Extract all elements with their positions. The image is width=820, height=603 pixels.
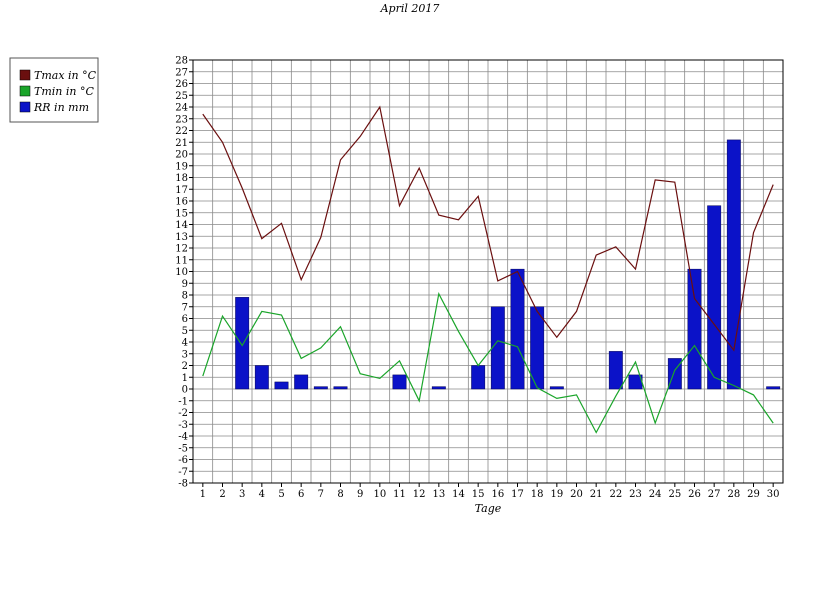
y-tick-label: 5 — [182, 326, 188, 337]
x-tick-label: 22 — [609, 489, 622, 500]
x-tick-label: 17 — [511, 489, 524, 500]
rr-bar — [294, 374, 309, 390]
y-tick-label: 14 — [175, 220, 188, 231]
x-tick-label: 23 — [629, 489, 642, 500]
x-tick-label: 30 — [767, 489, 780, 500]
y-tick-label: 25 — [175, 91, 188, 102]
x-tick-label: 26 — [688, 489, 701, 500]
rr-bar — [510, 268, 525, 390]
y-tick-label: 16 — [175, 197, 188, 208]
y-tick-label: -7 — [178, 467, 188, 478]
legend: Tmax in °C Tmin in °C RR in mm — [9, 57, 99, 123]
rr-bar — [530, 306, 545, 390]
x-tick-label: 6 — [298, 489, 304, 500]
x-tick-label: 7 — [318, 489, 324, 500]
x-axis-label: Tage — [475, 502, 502, 515]
x-tick-label: 21 — [590, 489, 603, 500]
y-tick-label: 11 — [175, 255, 188, 266]
x-tick-label: 10 — [373, 489, 386, 500]
x-tick-label: 27 — [708, 489, 721, 500]
y-tick-label: 19 — [175, 161, 188, 172]
rr-bar — [431, 386, 446, 390]
y-tick-label: 0 — [182, 385, 188, 396]
x-tick-label: 12 — [413, 489, 426, 500]
rr-bar — [333, 386, 348, 390]
y-tick-label: 2 — [182, 361, 188, 372]
x-tick-label: 1 — [200, 489, 206, 500]
y-tick-label: 7 — [182, 302, 188, 313]
legend-label-rr: RR in mm — [33, 101, 89, 114]
y-tick-label: 23 — [175, 114, 188, 125]
rr-bar — [274, 381, 289, 390]
y-tick-label: 21 — [175, 138, 188, 149]
x-tick-label: 9 — [357, 489, 363, 500]
rr-bar — [707, 205, 722, 390]
y-tick-label: -3 — [178, 420, 188, 431]
y-tick-label: 6 — [182, 314, 188, 325]
y-tick-label: 3 — [182, 349, 188, 360]
y-tick-label: 18 — [175, 173, 188, 184]
rr-bar — [471, 365, 486, 390]
x-tick-label: 13 — [432, 489, 445, 500]
y-tick-label: 12 — [175, 244, 188, 255]
y-tick-label: -4 — [178, 432, 188, 443]
chart-title: April 2017 — [380, 2, 440, 15]
rr-bar — [766, 386, 781, 390]
y-tick-label: -6 — [178, 455, 188, 466]
y-tick-label: -8 — [178, 479, 188, 490]
y-tick-label: -2 — [178, 408, 188, 419]
x-tick-label: 24 — [649, 489, 662, 500]
y-tick-label: 24 — [175, 103, 188, 114]
y-tick-label: 4 — [182, 338, 188, 349]
y-tick-label: 8 — [182, 291, 188, 302]
y-tick-label: 9 — [182, 279, 188, 290]
rr-bar — [726, 139, 741, 390]
x-tick-label: 8 — [337, 489, 343, 500]
rr-bar — [313, 386, 328, 390]
x-tick-label: 25 — [668, 489, 681, 500]
rr-bar — [608, 351, 623, 390]
plot-area: -8-7-6-5-4-3-2-1012345678910111213141516… — [175, 56, 784, 500]
plot-frame — [192, 59, 784, 484]
y-tick-label: 22 — [175, 126, 188, 137]
y-tick-label: 10 — [175, 267, 188, 278]
legend-label-tmax: Tmax in °C — [34, 69, 97, 82]
legend-label-tmin: Tmin in °C — [34, 85, 94, 98]
x-tick-label: 18 — [531, 489, 544, 500]
x-tick-label: 28 — [727, 489, 740, 500]
y-tick-label: 26 — [175, 79, 188, 90]
rr-bar — [490, 306, 505, 390]
x-tick-label: 16 — [491, 489, 504, 500]
y-tick-label: 27 — [175, 67, 188, 78]
x-tick-label: 4 — [259, 489, 265, 500]
legend-swatch-tmax — [19, 69, 31, 81]
rr-bar — [687, 268, 702, 390]
x-tick-label: 11 — [393, 489, 406, 500]
rr-bar — [235, 297, 250, 390]
legend-swatch-rr — [19, 101, 31, 113]
rr-bar — [392, 374, 407, 390]
y-tick-label: 28 — [175, 56, 188, 67]
y-tick-label: 17 — [175, 185, 188, 196]
x-tick-label: 14 — [452, 489, 465, 500]
tmin-line — [202, 291, 774, 434]
x-tick-label: 19 — [550, 489, 563, 500]
x-tick-label: 5 — [278, 489, 284, 500]
y-tick-label: 13 — [175, 232, 188, 243]
rr-bar — [254, 365, 269, 390]
x-tick-label: 3 — [239, 489, 245, 500]
x-tick-label: 20 — [570, 489, 583, 500]
y-tick-label: 1 — [182, 373, 188, 384]
y-tick-label: 20 — [175, 150, 188, 161]
x-tick-label: 15 — [472, 489, 485, 500]
y-tick-label: 15 — [175, 208, 188, 219]
x-tick-label: 2 — [219, 489, 225, 500]
legend-swatch-tmin — [19, 85, 31, 97]
y-tick-label: -1 — [178, 396, 188, 407]
tmax-line — [202, 105, 774, 352]
x-tick-label: 29 — [747, 489, 760, 500]
y-tick-label: -5 — [178, 443, 188, 454]
rr-bar — [549, 386, 564, 390]
